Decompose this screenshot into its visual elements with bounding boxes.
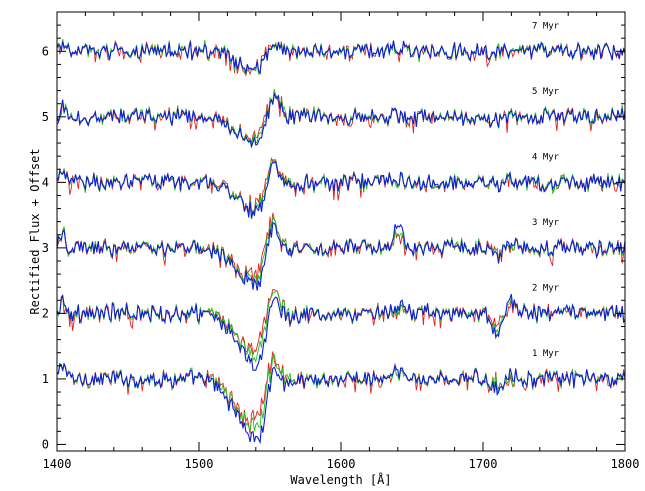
spectrum-line — [56, 362, 626, 445]
y-tick-label: 0 — [42, 437, 49, 451]
x-axis-title: Wavelength [Å] — [290, 472, 391, 487]
series-layer — [56, 39, 626, 445]
spectrum-line — [56, 351, 626, 434]
y-tick-label: 3 — [42, 241, 49, 255]
spectrum-line — [56, 294, 626, 371]
labels-layer: 1400 1500 1600 1700 1800 0 1 2 3 4 5 6 1 Myr 2 Myr 3 M… — [42, 21, 640, 471]
spectrum-line — [56, 40, 626, 75]
x-tick-label: 1700 — [469, 457, 498, 471]
spectrum-line — [56, 353, 626, 432]
x-tick-label: 1400 — [43, 457, 72, 471]
x-tick-label: 1500 — [185, 457, 214, 471]
x-tick-label: 1800 — [611, 457, 640, 471]
y-tick-label: 5 — [42, 110, 49, 124]
spectrum-line — [56, 221, 626, 291]
y-tick-label: 4 — [42, 175, 49, 189]
panel-label: 1 Myr — [532, 349, 560, 359]
panel-label: 7 Myr — [532, 21, 560, 31]
y-tick-label: 2 — [42, 306, 49, 320]
ticks-layer — [56, 12, 626, 451]
panel-label: 5 Myr — [532, 87, 560, 97]
x-tick-label: 1600 — [327, 457, 356, 471]
y-tick-label: 1 — [42, 372, 49, 386]
spectrum-line — [56, 40, 626, 76]
panel-label: 2 Myr — [532, 283, 560, 293]
spectrum-line — [56, 289, 626, 355]
spectrum-line — [56, 92, 626, 149]
panel-label: 3 Myr — [532, 218, 560, 228]
spectrum-line — [56, 160, 626, 219]
y-tick-label: 6 — [42, 44, 49, 58]
y-axis-title: Rectified Flux + Offset — [28, 148, 42, 314]
plot-frame — [56, 11, 626, 452]
panel-label: 4 Myr — [532, 152, 560, 162]
